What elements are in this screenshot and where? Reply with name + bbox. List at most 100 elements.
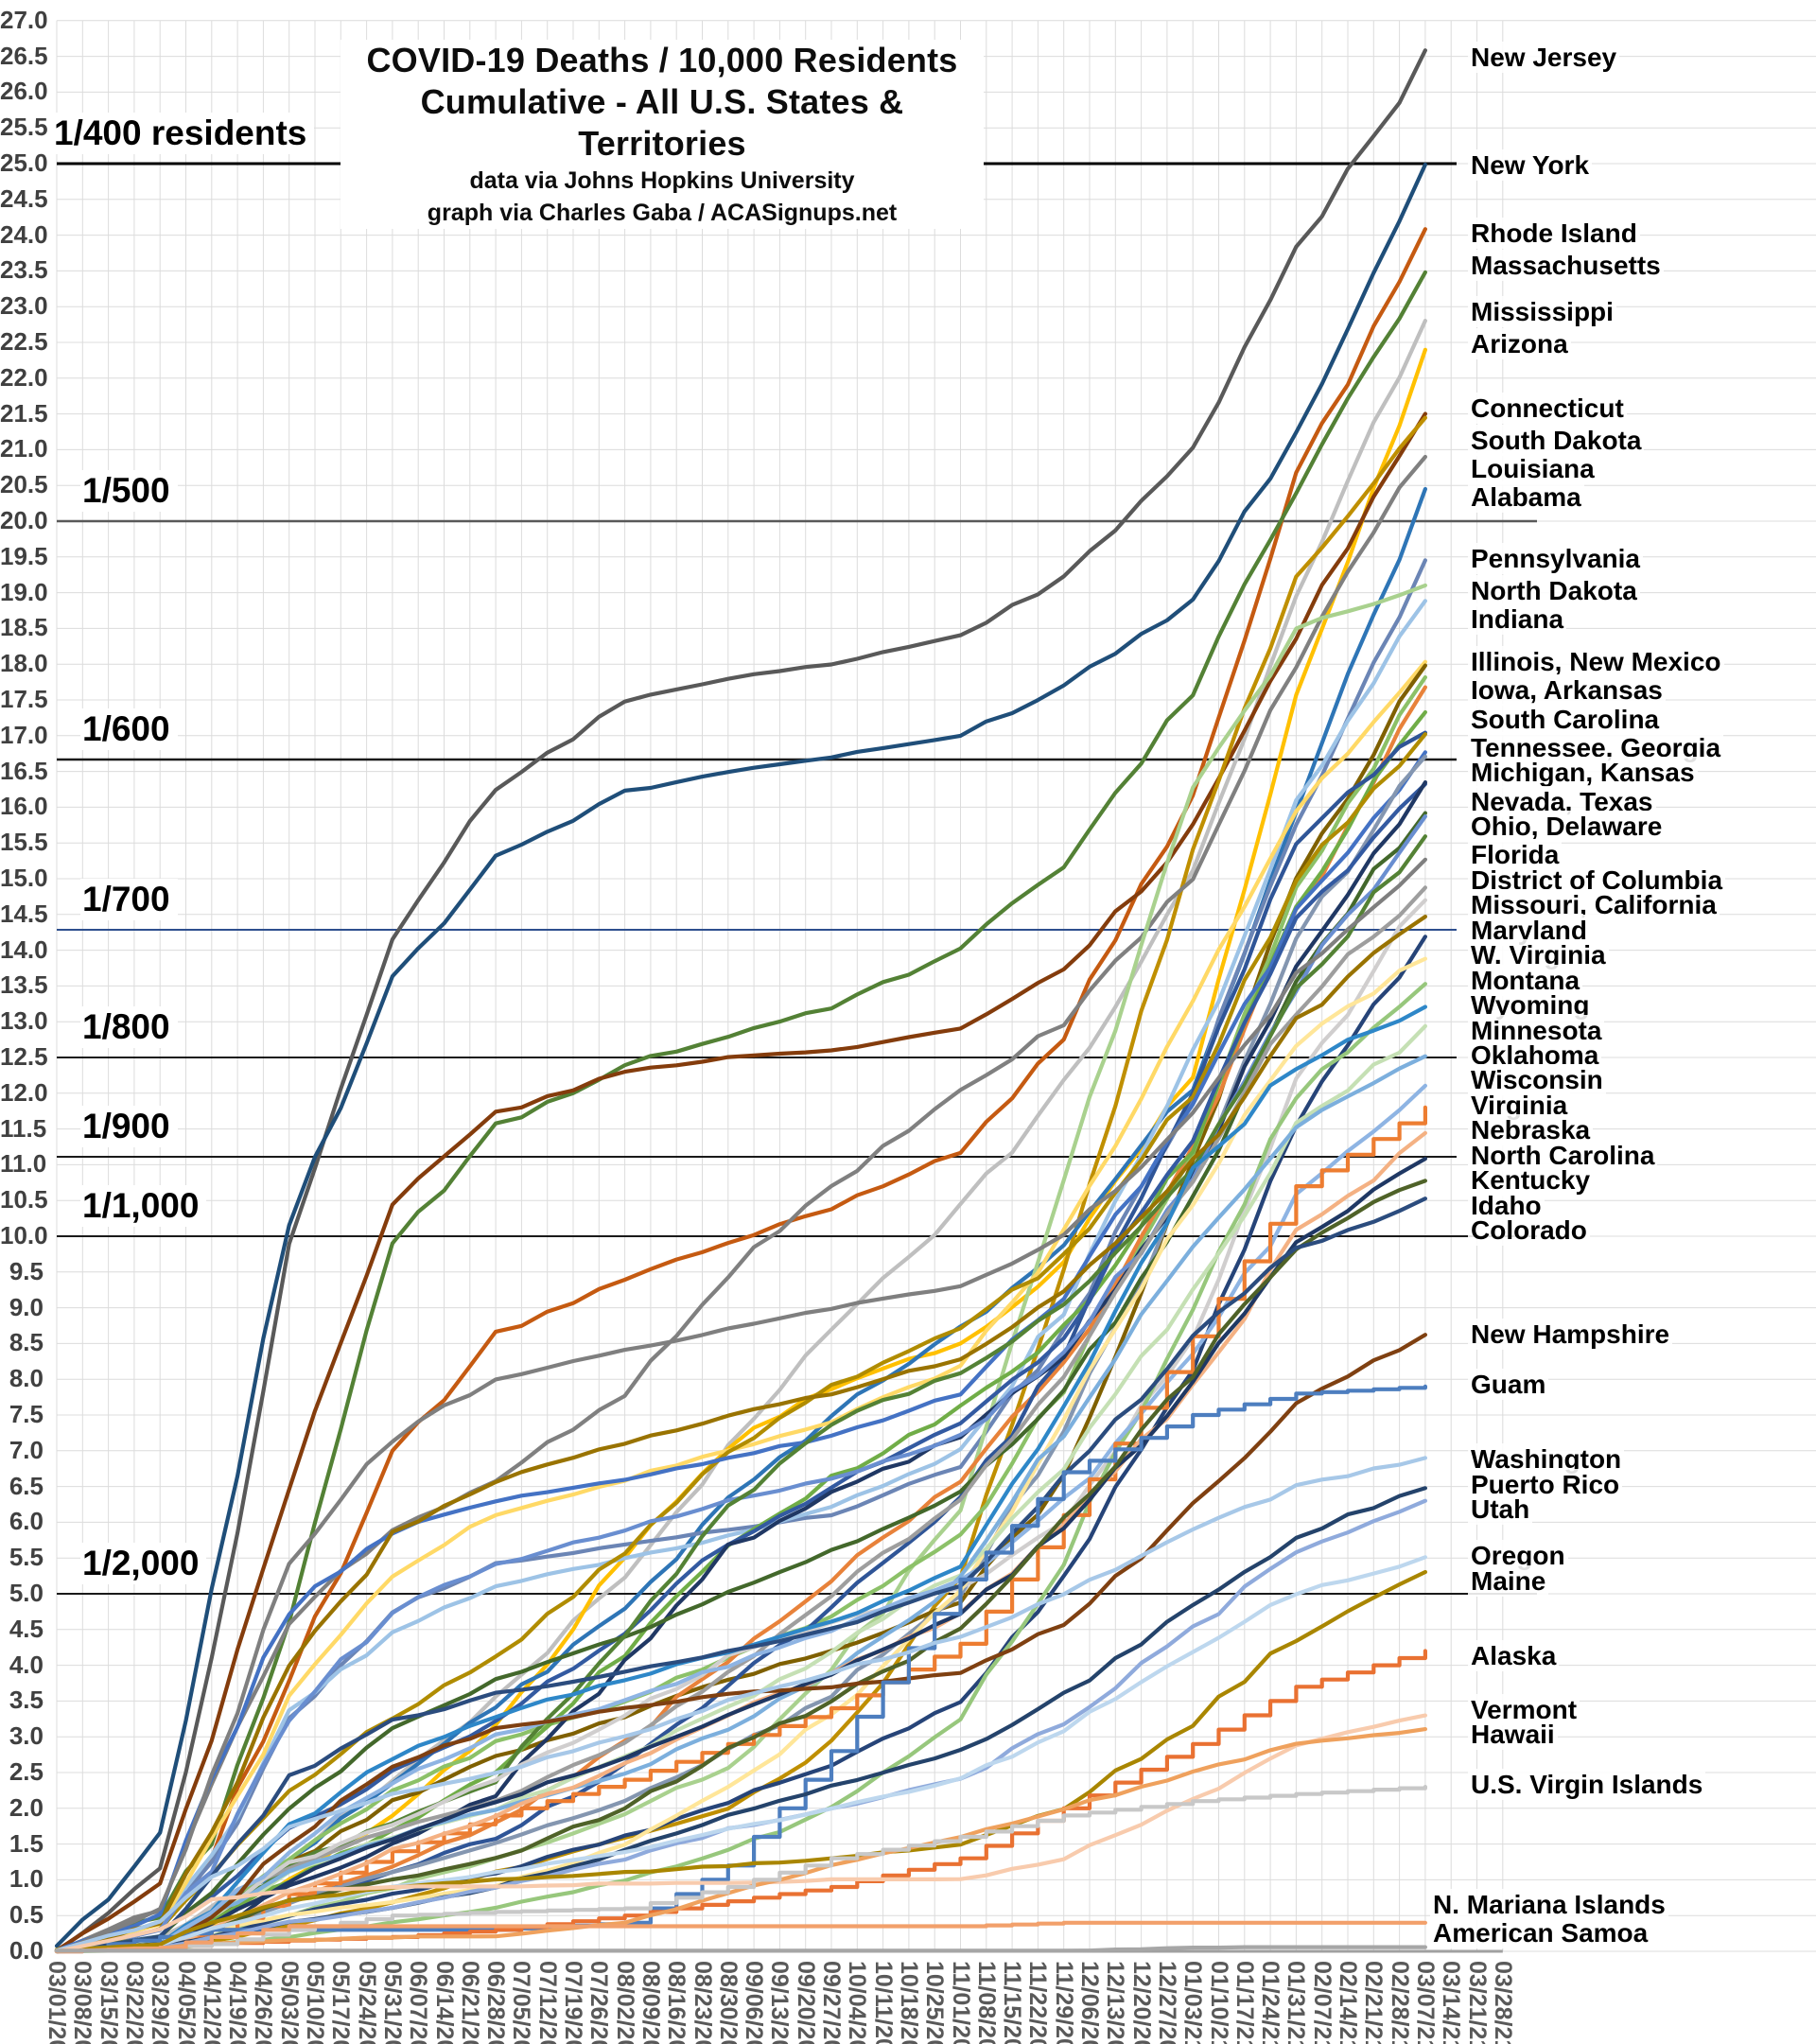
- y-axis-tick-label: 21.5: [0, 398, 48, 428]
- y-axis-tick-label: 20.0: [0, 506, 48, 534]
- y-axis-tick-label: 11.5: [0, 1113, 47, 1143]
- x-axis-tick-label: 08/23/20: [689, 1961, 716, 2044]
- x-axis-tick-label: 10/18/20: [895, 1961, 922, 2044]
- series-label: Arizona: [1468, 327, 1571, 359]
- reference-line-label: 1/600: [80, 708, 178, 750]
- y-axis-tick-label: 6.5: [9, 1471, 44, 1500]
- y-axis-tick-label: 16.0: [0, 792, 48, 821]
- y-axis-tick-label: 8.0: [9, 1364, 44, 1393]
- y-axis-tick-label: 2.5: [9, 1757, 44, 1786]
- series-line: [54, 814, 1427, 1954]
- x-axis-tick-label: 01/03/21: [1179, 1961, 1207, 2044]
- y-axis-tick-label: 6.0: [9, 1507, 44, 1536]
- series-line: [54, 1054, 1427, 1953]
- x-axis-tick-label: 01/17/21: [1231, 1961, 1258, 2044]
- y-axis-tick-label: 15.0: [0, 864, 48, 892]
- x-axis-tick-label: 03/21/21: [1463, 1961, 1491, 2044]
- x-axis-tick-label: 04/05/20: [172, 1961, 200, 2044]
- y-axis-tick-label: 15.5: [0, 828, 48, 857]
- graph-author-credit: graph via Charles Gaba / ACASignups.net: [427, 200, 898, 226]
- x-axis-tick-label: 03/22/20: [120, 1961, 148, 2044]
- series-label: Michigan, Kansas: [1468, 757, 1698, 789]
- series-line: [54, 781, 1427, 1953]
- x-axis-tick-label: 11/22/20: [1024, 1961, 1052, 2044]
- series-line: [54, 780, 1427, 1954]
- series-line: [54, 411, 1427, 1953]
- series-label: Utah: [1468, 1494, 1533, 1526]
- series-line: [54, 732, 1427, 1954]
- x-axis-tick-label: 06/28/20: [482, 1961, 510, 2044]
- x-axis-tick-label: 01/24/21: [1257, 1961, 1284, 2044]
- y-axis-tick-label: 25.5: [0, 113, 48, 142]
- x-axis-tick-label: 01/10/21: [1205, 1961, 1232, 2044]
- series-label: Illinois, New Mexico: [1468, 646, 1724, 678]
- x-axis-tick-label: 12/13/20: [1102, 1961, 1129, 2044]
- series-line: [54, 1727, 1427, 1953]
- x-axis-tick-label: 08/30/20: [714, 1961, 742, 2044]
- y-axis-tick-label: 1.0: [9, 1864, 44, 1894]
- y-axis-tick-label: 26.5: [0, 41, 48, 70]
- y-axis-tick-label: 7.0: [9, 1435, 44, 1464]
- reference-line-label: 1/800: [80, 1006, 178, 1048]
- x-axis-tick-label: 02/14/21: [1335, 1961, 1361, 2044]
- x-axis-tick-label: 06/14/20: [430, 1961, 458, 2044]
- x-axis-tick-label: 05/24/20: [353, 1961, 380, 2044]
- x-axis-tick-label: 08/16/20: [663, 1961, 690, 2044]
- x-axis-tick-label: 09/27/20: [818, 1961, 845, 2044]
- y-axis-tick-label: 1.5: [9, 1828, 44, 1858]
- y-axis-tick-label: 12.5: [0, 1042, 48, 1071]
- y-axis-tick-label: 26.0: [0, 77, 48, 106]
- y-axis-tick-label: 22.0: [0, 362, 48, 392]
- y-axis-tick-label: 24.5: [0, 183, 48, 213]
- series-label: Iowa, Arkansas: [1468, 674, 1666, 707]
- x-axis-tick-label: 05/17/20: [327, 1961, 355, 2044]
- chart-title: COVID-19 Deaths / 10,000 Residents: [366, 41, 958, 79]
- series-label: New Hampshire: [1468, 1318, 1673, 1350]
- x-axis-tick-label: 07/12/20: [533, 1961, 561, 2044]
- x-axis-tick-label: 12/06/20: [1076, 1961, 1103, 2044]
- series-label: South Carolina: [1468, 703, 1663, 735]
- series-label: Pennsylvania: [1468, 542, 1643, 574]
- y-axis-tick-label: 3.0: [9, 1721, 44, 1751]
- y-axis-tick-label: 11.0: [0, 1149, 47, 1179]
- series-label: Ohio, Delaware: [1468, 811, 1666, 843]
- x-axis-tick-label: 03/28/21: [1489, 1961, 1516, 2044]
- x-axis-tick-label: 04/26/20: [250, 1961, 277, 2044]
- series-line: [54, 1456, 1427, 1953]
- x-axis-tick-label: 03/14/21: [1438, 1961, 1465, 2044]
- x-axis-tick-label: 09/06/20: [741, 1961, 768, 2044]
- x-axis-tick-label: 04/12/20: [198, 1961, 225, 2044]
- y-axis-tick-label: 20.5: [0, 470, 48, 499]
- series-label: North Dakota: [1468, 574, 1640, 606]
- y-axis-tick-label: 24.0: [0, 219, 48, 249]
- y-axis-tick-label: 14.5: [0, 899, 48, 928]
- y-axis-tick-label: 14.0: [0, 935, 48, 964]
- y-axis-tick-label: 25.0: [0, 148, 48, 177]
- series-label: Louisiana: [1468, 453, 1598, 485]
- y-axis-tick-label: 9.0: [9, 1292, 44, 1321]
- y-axis-tick-label: 17.5: [0, 685, 48, 713]
- chart-title-block: COVID-19 Deaths / 10,000 Residents Cumul…: [340, 40, 984, 229]
- series-label: New Jersey: [1468, 42, 1620, 74]
- x-axis-tick-label: 10/11/20: [869, 1961, 897, 2044]
- series-line: [54, 1569, 1427, 1954]
- y-axis-tick-label: 16.5: [0, 756, 48, 785]
- x-axis-tick-label: 03/29/20: [147, 1961, 174, 2044]
- y-axis-tick-label: 17.0: [0, 720, 48, 749]
- y-axis-tick-label: 10.0: [0, 1221, 48, 1249]
- series-line: [54, 1105, 1427, 1954]
- x-axis-tick-label: 10/04/20: [844, 1961, 871, 2044]
- x-axis-tick-label: 12/27/20: [1153, 1961, 1180, 2044]
- series-line: [54, 982, 1427, 1954]
- series-label: Rhode Island: [1468, 217, 1640, 249]
- y-axis-tick-label: 4.5: [9, 1614, 44, 1643]
- series-label: New York: [1468, 148, 1593, 181]
- y-axis-tick-label: 23.5: [0, 255, 48, 285]
- x-axis-tick-label: 09/13/20: [766, 1961, 794, 2044]
- series-line: [54, 1945, 1427, 1953]
- y-axis-tick-label: 0.0: [9, 1936, 44, 1965]
- series-line: [54, 885, 1427, 1954]
- y-axis-tick-label: 19.0: [0, 577, 48, 606]
- series-line: [54, 1713, 1427, 1954]
- x-axis-tick-label: 06/07/20: [405, 1961, 432, 2044]
